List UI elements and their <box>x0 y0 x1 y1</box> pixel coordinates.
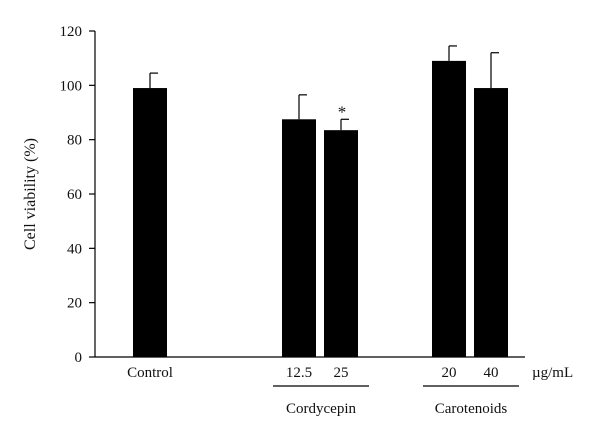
category-label: 12.5 <box>286 365 312 381</box>
group-label: Carotenoids <box>435 401 508 417</box>
y-tick-label: 40 <box>67 241 82 257</box>
category-label: 40 <box>484 365 499 381</box>
y-tick-label: 60 <box>67 187 82 203</box>
bar <box>324 130 358 357</box>
y-axis-label: Cell viability (%) <box>22 138 39 250</box>
group-label: Cordycepin <box>286 401 356 417</box>
bars: * <box>133 45 508 358</box>
significance-mark: * <box>338 102 347 121</box>
bar <box>432 60 466 358</box>
category-label: Control <box>127 365 173 381</box>
unit-label: µg/mL <box>532 365 573 381</box>
y-tick-label: 80 <box>67 133 82 149</box>
y-tick-label: 0 <box>75 350 83 366</box>
bar <box>133 88 167 358</box>
bar <box>282 119 316 358</box>
y-tick-label: 20 <box>67 296 82 312</box>
category-label: 25 <box>334 365 349 381</box>
y-tick-label: 120 <box>60 24 83 40</box>
bar <box>474 88 508 358</box>
category-label: 20 <box>442 365 457 381</box>
y-tick-label: 100 <box>60 78 83 94</box>
labels: Control 12.5 25 20 40 Cordycepin Carotenoids <box>127 365 519 417</box>
